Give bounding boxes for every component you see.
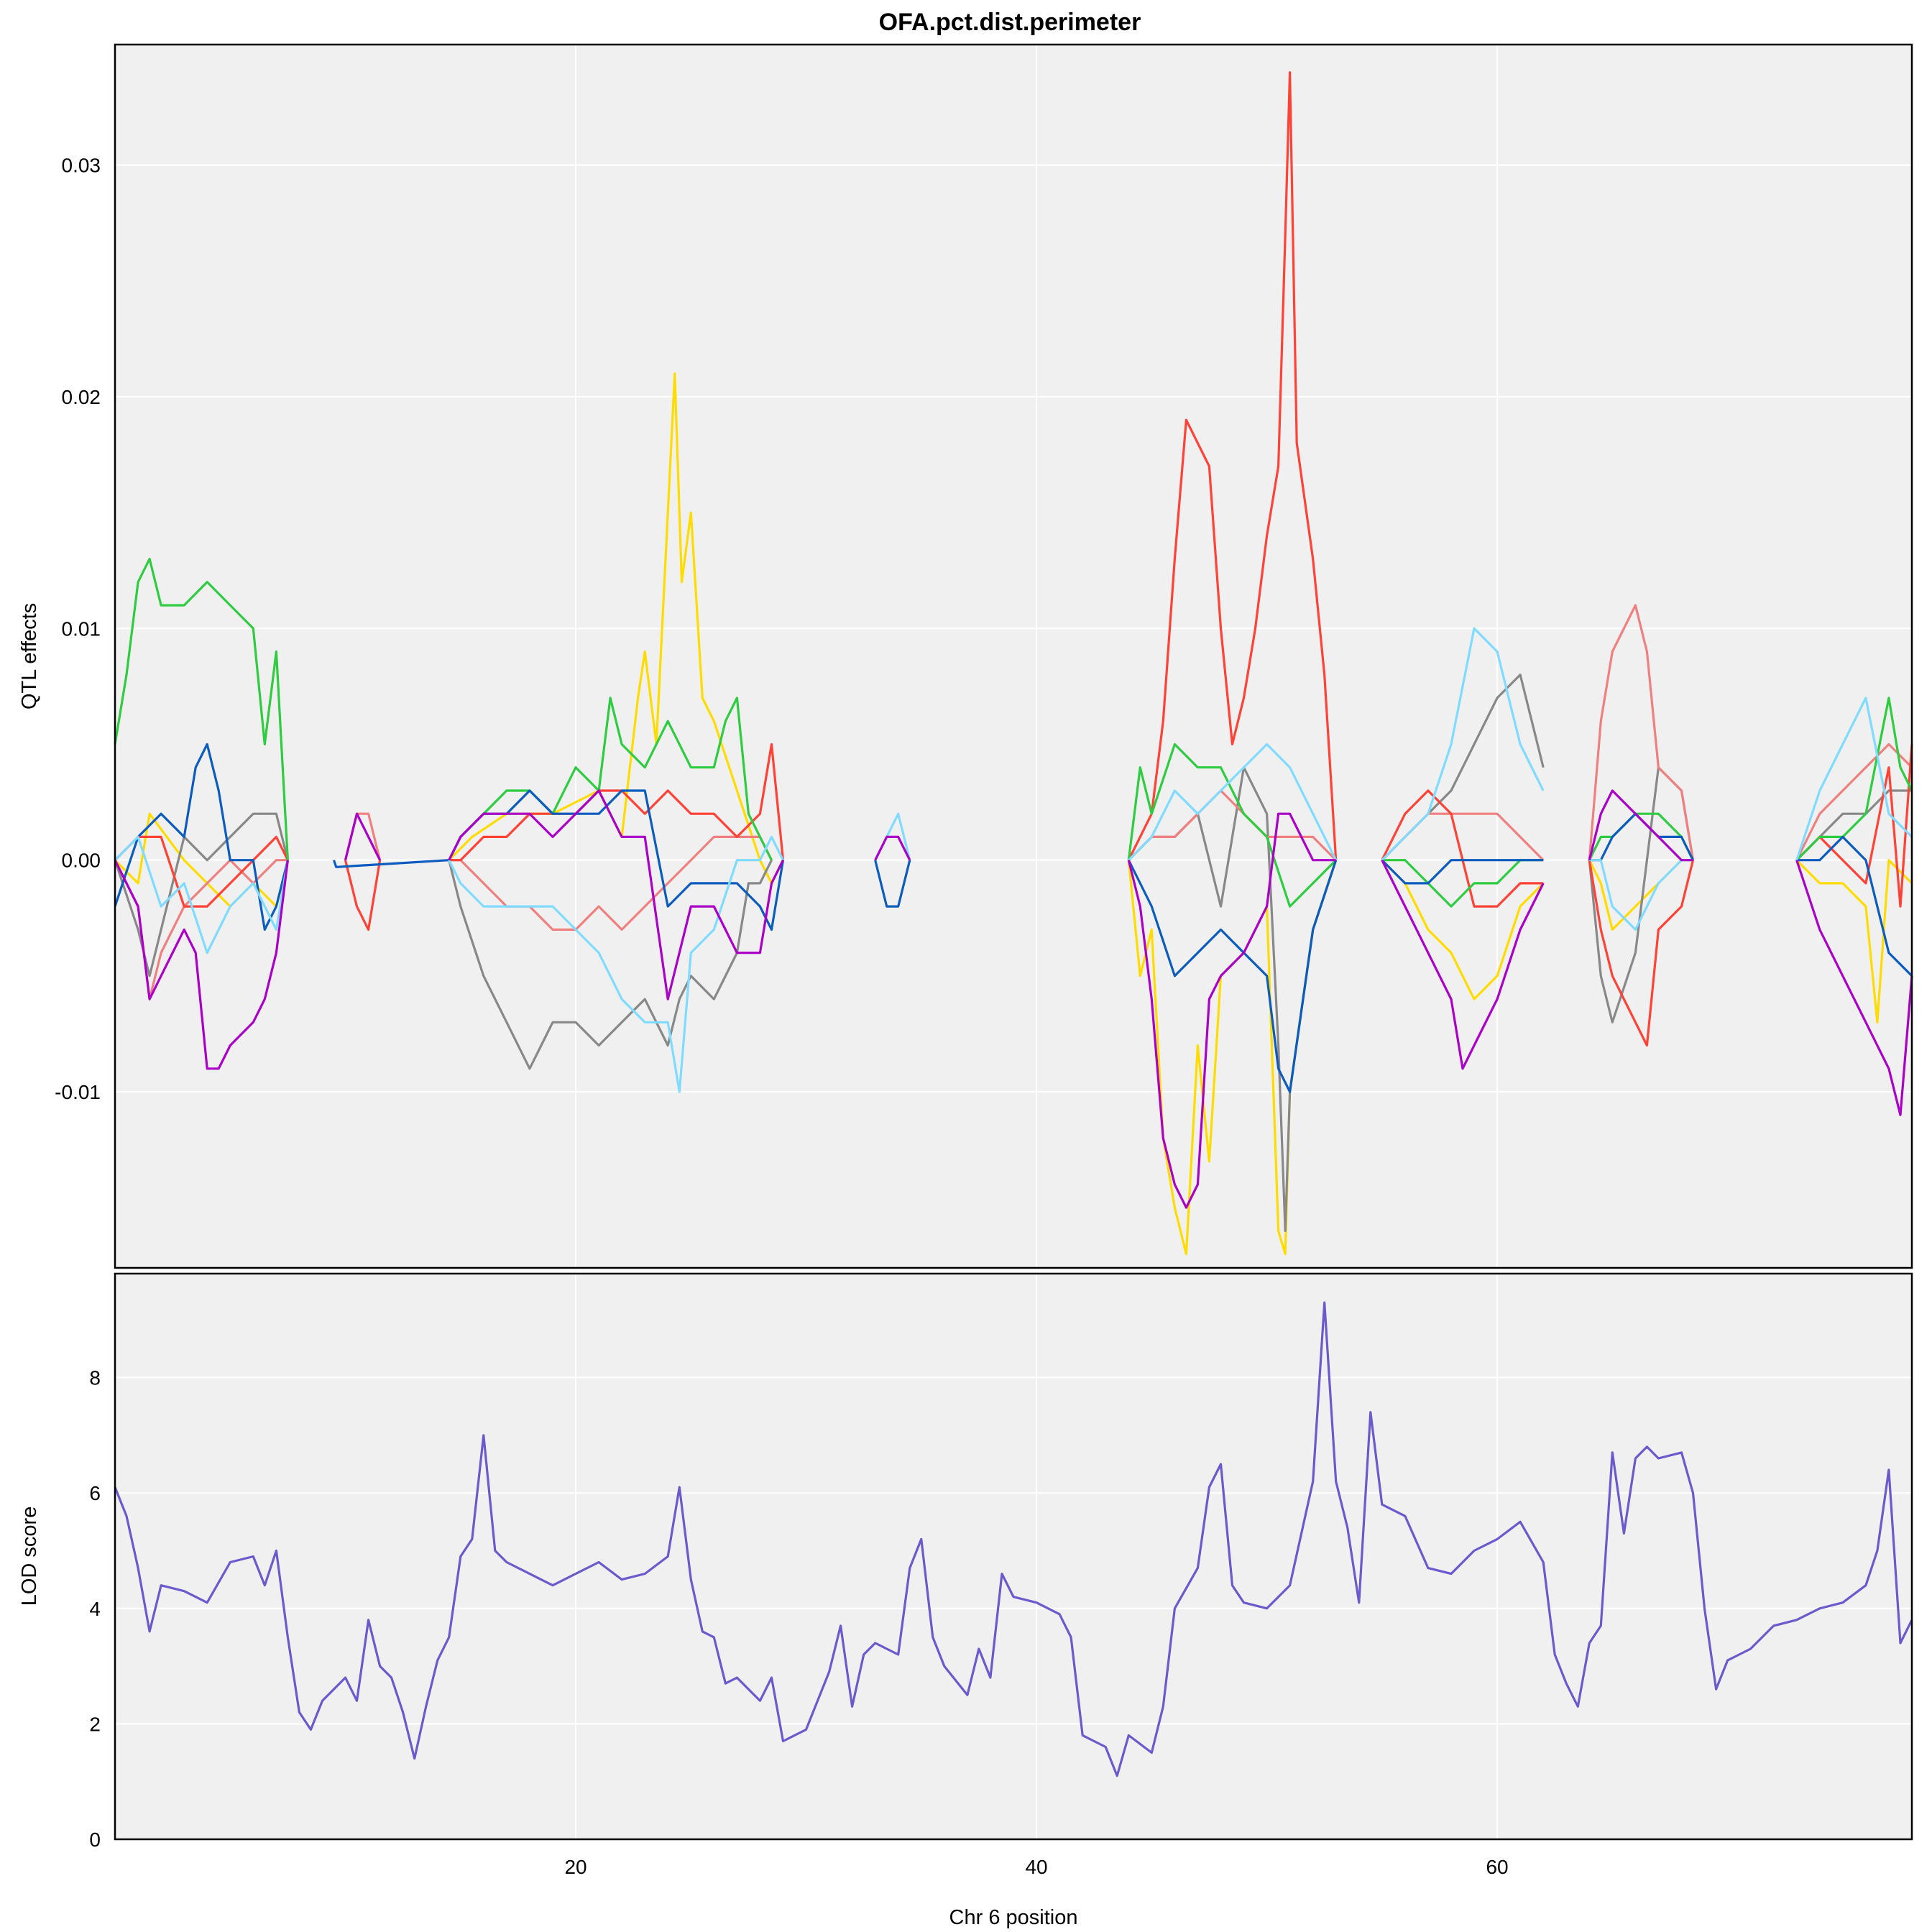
lod-x-tick-label: 20 <box>564 1856 586 1878</box>
lod-y-tick-label: 0 <box>89 1828 101 1851</box>
effects-series-g <box>114 627 1913 1093</box>
effects-panel: -0.01 0.00 0.01 0.02 0.03 QTL effects <box>18 43 1913 1269</box>
effects-y-tick-label: 0.02 <box>62 386 101 408</box>
effects-panel-background <box>115 45 1912 1268</box>
effects-series-e <box>114 558 1913 908</box>
effects-series-h <box>114 789 1913 1209</box>
lod-x-ticks: 20 40 60 <box>564 1856 1508 1878</box>
effects-series <box>114 71 1913 1256</box>
effects-y-label: QTL effects <box>18 603 41 709</box>
lod-y-label: LOD score <box>18 1506 41 1606</box>
effects-y-ticks: -0.01 0.00 0.01 0.02 0.03 <box>55 155 101 1103</box>
effects-y-tick-label: -0.01 <box>55 1081 101 1103</box>
x-axis-label: Chr 6 position <box>949 1906 1078 1929</box>
lod-y-tick-label: 6 <box>89 1482 101 1504</box>
effects-grid <box>115 45 1912 1268</box>
effects-series-c <box>114 604 1913 1000</box>
lod-panel: 0 2 4 6 8 20 40 60 LOD score Chr 6 position <box>18 1272 1913 1929</box>
chart-title: OFA.pct.dist.perimeter <box>879 9 1141 36</box>
effects-y-tick-label: 0.00 <box>62 850 101 872</box>
lod-panel-background <box>115 1274 1912 1839</box>
lod-y-tick-label: 2 <box>89 1713 101 1735</box>
lod-y-tick-label: 4 <box>89 1598 101 1620</box>
lod-series-lod <box>114 1301 1913 1777</box>
lod-y-tick-label: 8 <box>89 1367 101 1389</box>
lod-panel-frame <box>114 1272 1913 1841</box>
lod-series <box>114 1301 1913 1777</box>
effects-panel-frame <box>114 43 1913 1269</box>
lod-y-ticks: 0 2 4 6 8 <box>89 1367 101 1851</box>
effects-y-tick-label: 0.03 <box>62 155 101 177</box>
lod-x-tick-label: 40 <box>1025 1856 1047 1878</box>
lod-x-tick-label: 60 <box>1486 1856 1508 1878</box>
effects-y-tick-label: 0.01 <box>62 617 101 640</box>
